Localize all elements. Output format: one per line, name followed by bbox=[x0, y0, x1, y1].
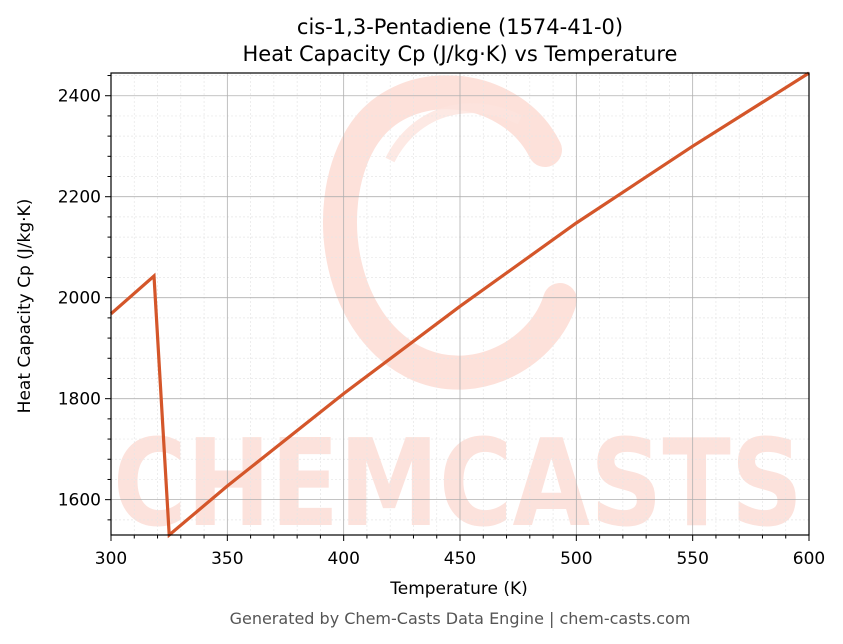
watermark-c-logo bbox=[323, 75, 577, 390]
watermark-text: CHEMCASTS bbox=[113, 415, 803, 554]
x-tick-label: 300 bbox=[95, 549, 127, 569]
chemcasts-watermark: CHEMCASTS bbox=[113, 75, 803, 554]
y-tick-label: 2200 bbox=[58, 188, 101, 208]
x-tick-label: 350 bbox=[211, 549, 243, 569]
x-axis-ticks: 300 350 400 450 500 550 600 bbox=[95, 535, 825, 569]
y-tick-label: 2400 bbox=[58, 87, 101, 107]
y-axis-label: Heat Capacity Cp (J/kg·K) bbox=[15, 199, 35, 414]
y-tick-label: 2000 bbox=[58, 289, 101, 309]
x-tick-label: 550 bbox=[676, 549, 708, 569]
series-line bbox=[109, 71, 810, 539]
x-tick-label: 500 bbox=[560, 549, 592, 569]
y-axis-ticks: 1600 1800 2000 2200 2400 bbox=[58, 75, 111, 521]
y-tick-label: 1600 bbox=[58, 491, 101, 511]
x-tick-label: 400 bbox=[327, 549, 359, 569]
footer-credit: Generated by Chem-Casts Data Engine | ch… bbox=[230, 609, 691, 628]
chart-subtitle: Heat Capacity Cp (J/kg·K) vs Temperature bbox=[243, 42, 678, 66]
chart-title: cis-1,3-Pentadiene (1574-41-0) bbox=[297, 15, 623, 39]
x-tick-label: 450 bbox=[444, 549, 476, 569]
x-tick-label: 600 bbox=[793, 549, 825, 569]
x-axis-label: Temperature (K) bbox=[389, 579, 528, 599]
y-tick-label: 1800 bbox=[58, 390, 101, 410]
